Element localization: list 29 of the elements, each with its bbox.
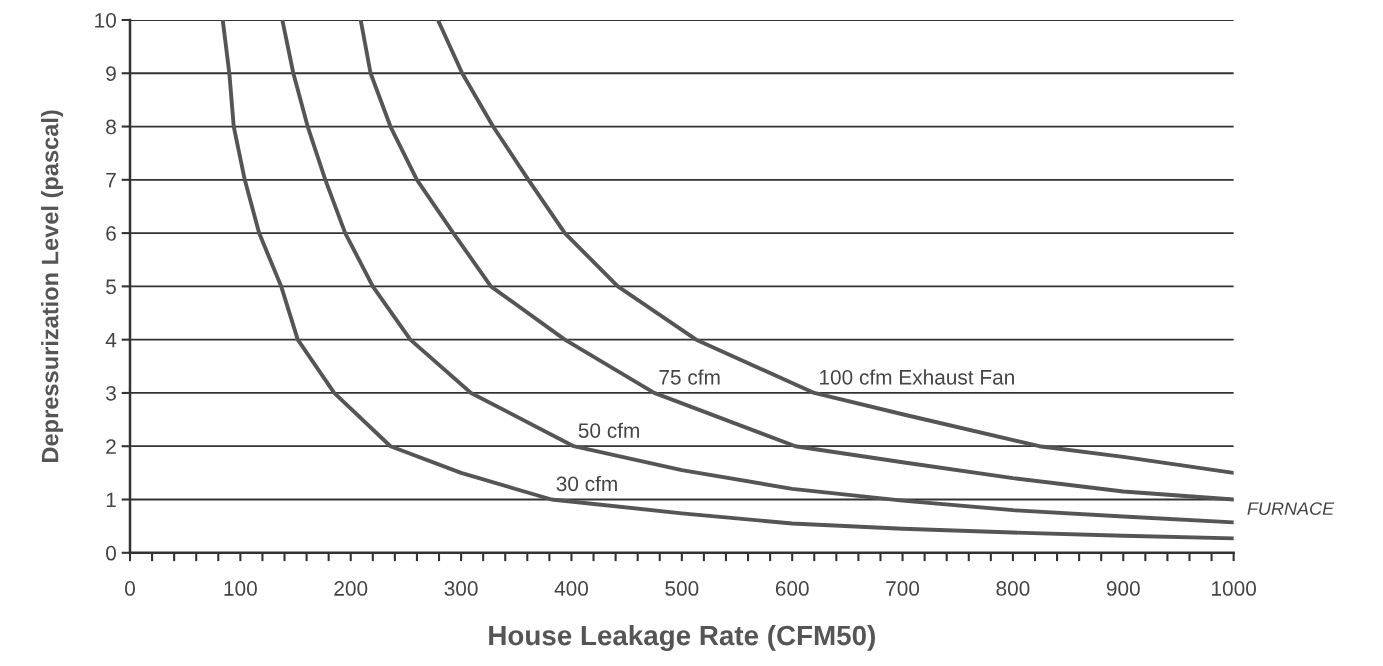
y-tick-label: 5 bbox=[106, 279, 116, 295]
x-tick-label: 600 bbox=[775, 581, 809, 596]
y-tick-label: 8 bbox=[106, 119, 116, 135]
x-tick-label: 100 bbox=[224, 581, 257, 596]
x-tick-label: 1000 bbox=[1212, 581, 1256, 596]
series-label: 30 cfm bbox=[556, 475, 617, 492]
x-tick-label: 500 bbox=[665, 581, 699, 596]
y-tick-label: 4 bbox=[105, 332, 117, 348]
series-label: 100 cfm Exhaust Fan bbox=[820, 369, 1014, 385]
x-tick-label: 300 bbox=[444, 581, 478, 596]
y-tick-label: 7 bbox=[106, 173, 116, 188]
x-axis-title: House Leakage Rate (CFM50) bbox=[489, 624, 875, 651]
y-tick-label: 3 bbox=[106, 385, 116, 401]
y-tick-label: 9 bbox=[106, 66, 116, 82]
y-tick-label: 0 bbox=[106, 545, 116, 561]
x-tick-label: 200 bbox=[334, 581, 368, 596]
x-tick-label: 0 bbox=[125, 581, 135, 596]
y-tick-label: 6 bbox=[106, 226, 116, 241]
y-tick-label: 10 bbox=[95, 12, 116, 28]
y-tick-label: 2 bbox=[106, 439, 116, 454]
x-tick-label: 900 bbox=[1106, 581, 1140, 596]
text: FURNACE bbox=[1247, 502, 1335, 515]
x-tick-label: 400 bbox=[554, 581, 589, 596]
y-axis-title: Depressurization Level (pascal) bbox=[41, 110, 64, 462]
series-label: 75 cfm bbox=[659, 369, 720, 385]
x-tick-label: 700 bbox=[886, 581, 920, 596]
series-label: 50 cfm bbox=[578, 422, 639, 438]
x-tick-label: 800 bbox=[996, 581, 1030, 596]
y-tick-label: 1 bbox=[106, 492, 116, 508]
